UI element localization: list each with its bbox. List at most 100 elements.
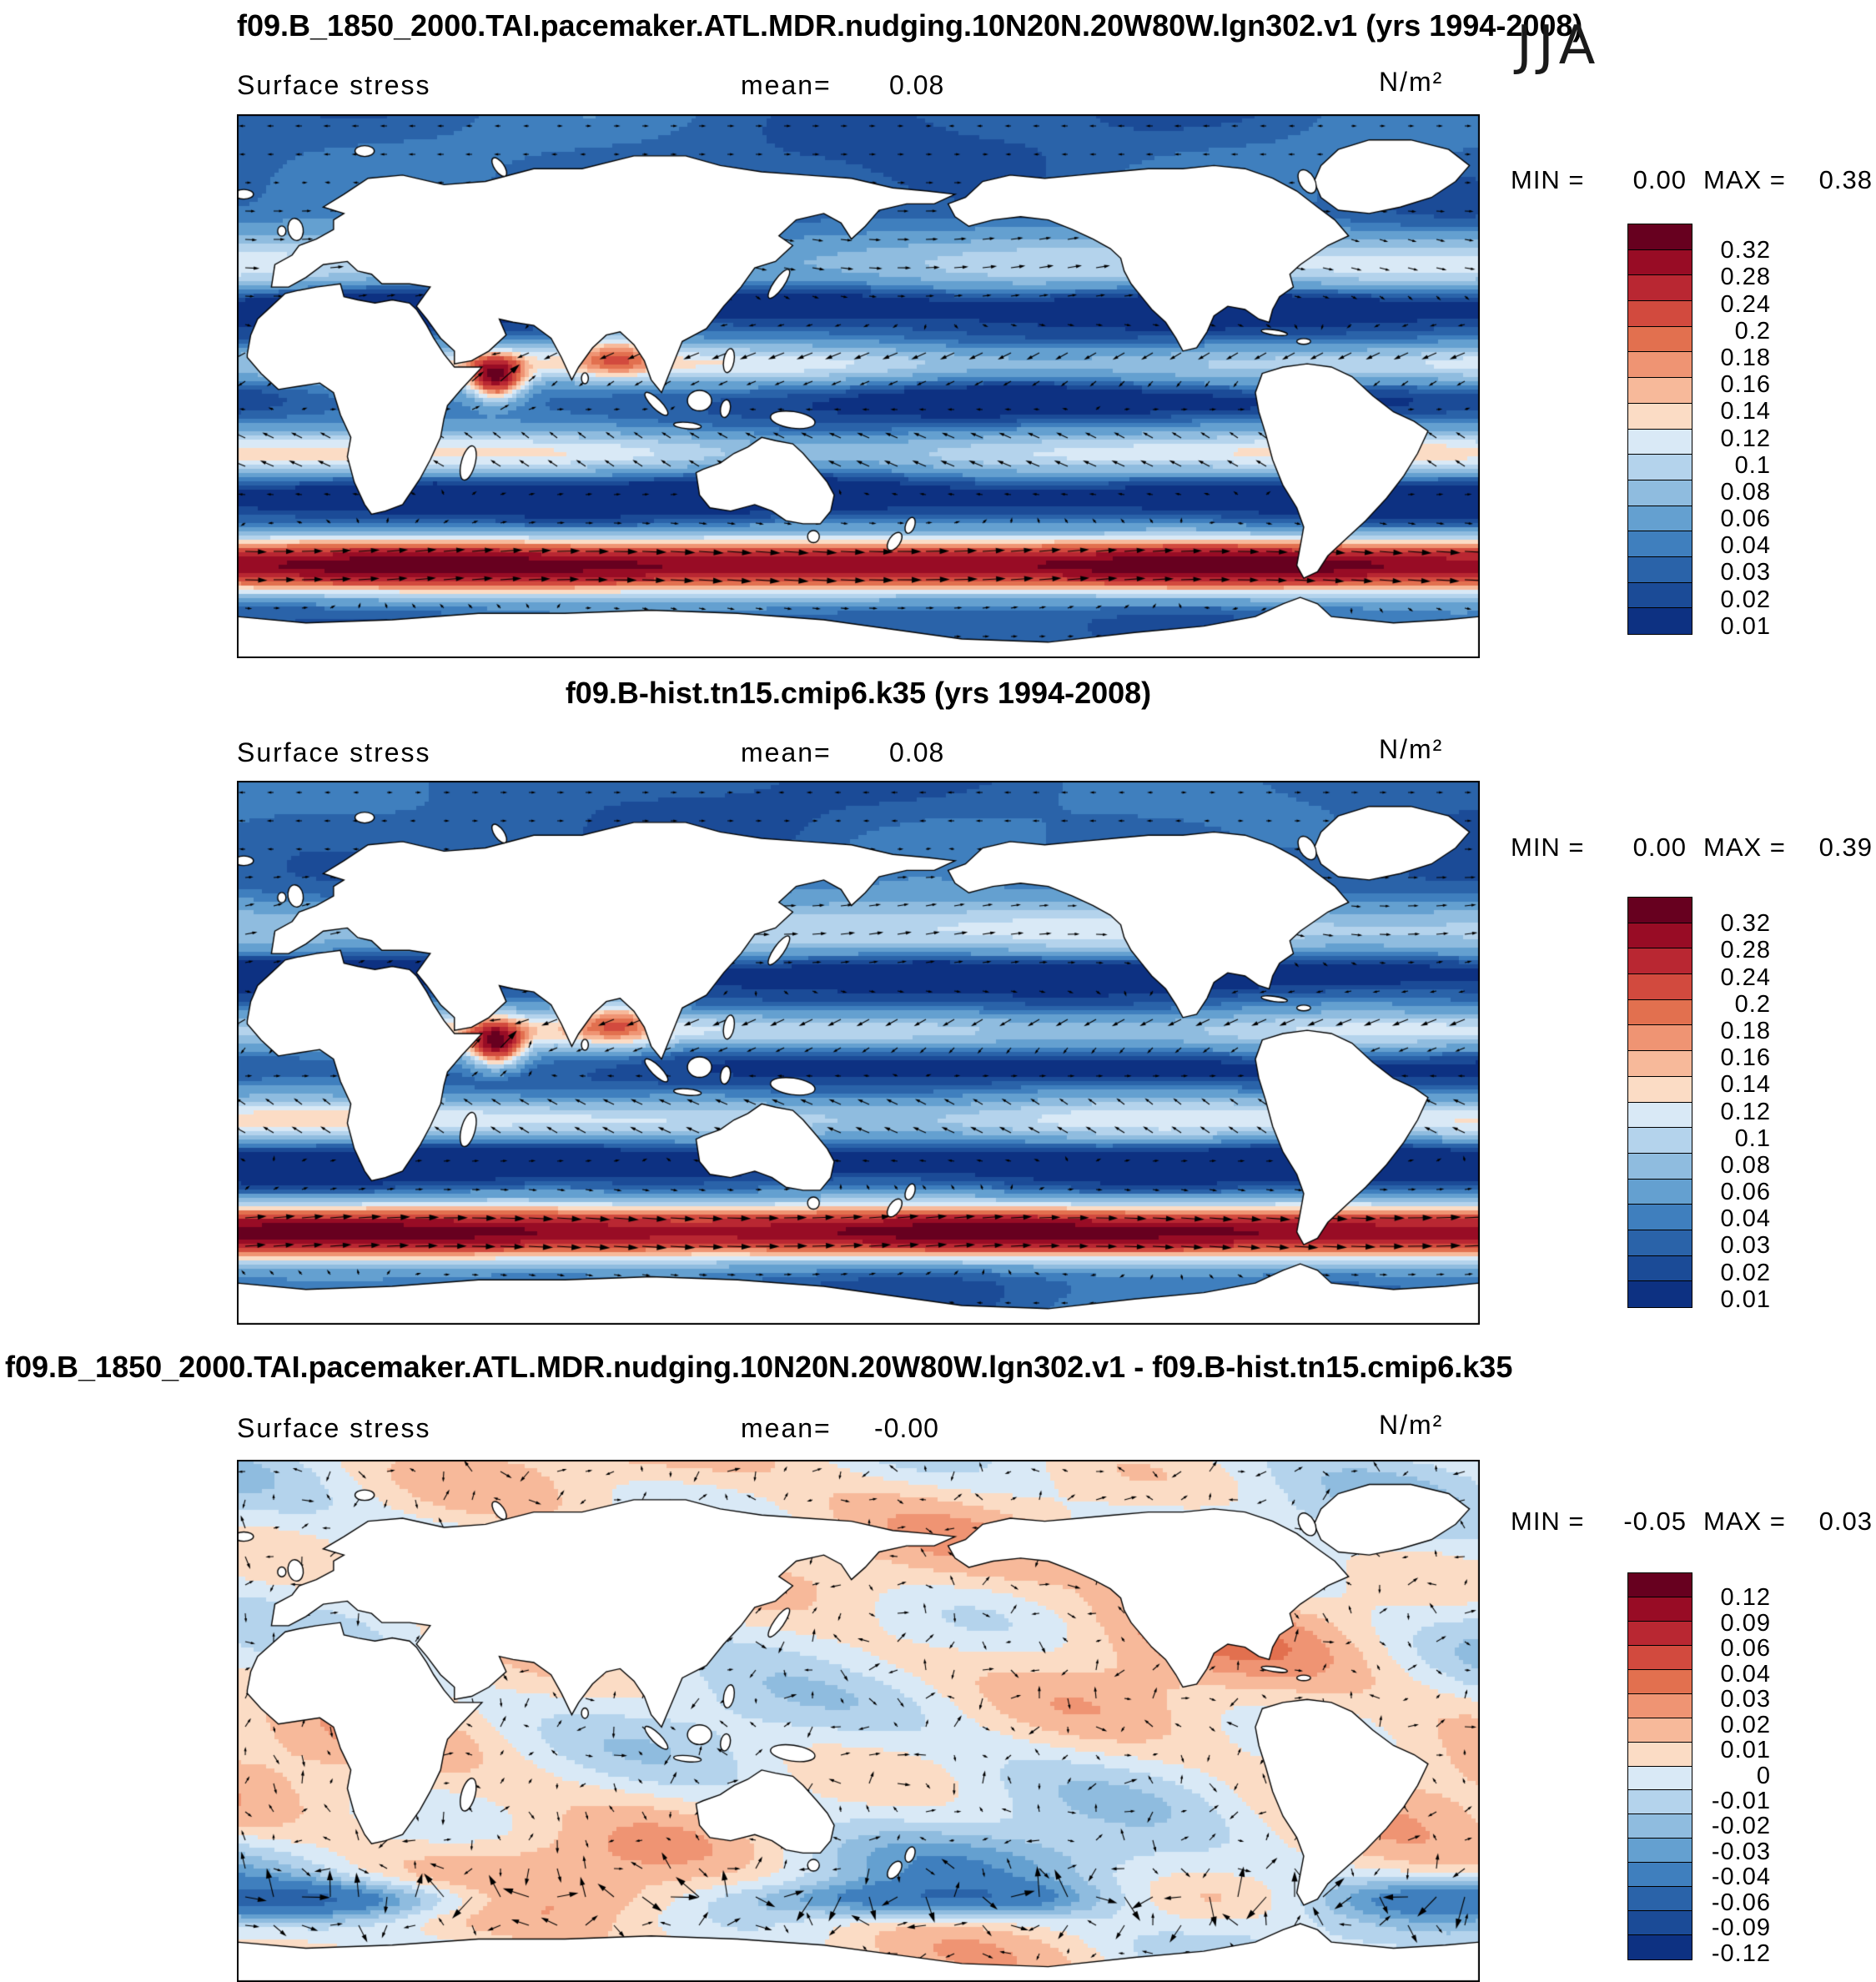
colorbar-tick-label: 0.03 xyxy=(1720,1686,1771,1713)
max-label: MAX = xyxy=(1703,833,1786,862)
colorbar-box xyxy=(1627,1596,1692,1622)
colorbar-tick-label: 0.12 xyxy=(1720,1584,1771,1612)
mean-value: 0.08 xyxy=(889,737,945,767)
colorbar-box xyxy=(1627,1178,1692,1205)
colorbar-tick-label: -0.09 xyxy=(1711,1914,1771,1942)
colorbar-box xyxy=(1627,274,1692,302)
colorbar-tick-label: -0.04 xyxy=(1711,1864,1771,1891)
colorbar-tick-label: 0.02 xyxy=(1720,586,1771,613)
colorbar-tick-label: 0.18 xyxy=(1720,1017,1771,1044)
colorbar-labels: 0.12 0.09 0.06 0.04 0.03 0.02 0.01 0 -0.01 -0.02-… xyxy=(1704,1572,1774,1979)
surface-stress-diff-map xyxy=(237,1460,1480,1982)
colorbar-tick-label: -0.02 xyxy=(1711,1813,1771,1840)
colorbar-box xyxy=(1627,1152,1692,1180)
unit-label: N/m² xyxy=(1379,1410,1444,1440)
colorbar-box xyxy=(1627,1572,1692,1598)
colorbar-box xyxy=(1627,1765,1692,1791)
colorbar-box xyxy=(1627,999,1692,1026)
colorbar-box xyxy=(1627,479,1692,507)
colorbar-tick-label: 0.01 xyxy=(1720,1285,1771,1313)
colorbar-tick-label: 0.32 xyxy=(1720,237,1771,264)
colorbar-box xyxy=(1627,1644,1692,1671)
colorbar-tick-label: 0.08 xyxy=(1720,1151,1771,1179)
colorbar-box xyxy=(1627,1229,1692,1257)
max-label: MAX = xyxy=(1703,165,1786,194)
colorbar-tick-label: 0.01 xyxy=(1720,1737,1771,1764)
colorbar-tick-label: 0.1 xyxy=(1734,1124,1771,1152)
colorbar-box xyxy=(1627,1789,1692,1815)
colorbar-tick-label: -0.12 xyxy=(1711,1939,1771,1967)
colorbar-box xyxy=(1627,556,1692,584)
colorbar-labels: 0.32 0.28 0.24 0.2 0.18 0.16 0.14 0.12 0.1 0.08 0.… xyxy=(1704,897,1774,1326)
min-label: MIN = xyxy=(1511,1507,1585,1536)
mean-label: mean= xyxy=(741,1413,832,1443)
colorbar-box xyxy=(1627,1620,1692,1647)
colorbar-box xyxy=(1627,1693,1692,1719)
panel-title: f09.B-hist.tn15.cmip6.k35 (yrs 1994-2008… xyxy=(565,676,1152,710)
colorbar-tick-label: 0.02 xyxy=(1720,1259,1771,1286)
colorbar-tick-label: 0.28 xyxy=(1720,264,1771,291)
colorbar-tick-label: 0.2 xyxy=(1734,990,1771,1018)
surface-stress-map-1 xyxy=(237,114,1480,658)
colorbar-box xyxy=(1627,249,1692,276)
colorbar-box xyxy=(1627,505,1692,532)
colorbar-tick-label: 0.06 xyxy=(1720,1635,1771,1663)
colorbar-tick-label: 0.24 xyxy=(1720,963,1771,991)
field-label: Surface stress xyxy=(237,737,431,767)
colorbar-box xyxy=(1627,897,1692,924)
colorbar-box xyxy=(1627,1127,1692,1154)
colorbar-tick-label: 0.32 xyxy=(1720,910,1771,938)
colorbar-tick-label: 0.04 xyxy=(1720,532,1771,560)
colorbar-box xyxy=(1627,402,1692,430)
mean-value: 0.08 xyxy=(889,70,945,100)
colorbar-box xyxy=(1627,1668,1692,1695)
colorbar-box xyxy=(1627,1280,1692,1308)
season-label: JJA xyxy=(1516,15,1602,77)
colorbar-tick-label: 0.14 xyxy=(1720,398,1771,425)
colorbar-box xyxy=(1627,1910,1692,1936)
max-value: 0.39 xyxy=(1818,833,1873,862)
colorbar-tick-label: 0.12 xyxy=(1720,425,1771,452)
colorbar-tick-label: 0.06 xyxy=(1720,1179,1771,1206)
colorbar-tick-label: 0 xyxy=(1756,1762,1771,1789)
colorbar-tick-label: 0.04 xyxy=(1720,1205,1771,1233)
colorbar-tick-label: 0.18 xyxy=(1720,344,1771,371)
colorbar-box xyxy=(1627,1101,1692,1129)
colorbar-box xyxy=(1627,1862,1692,1888)
colorbar-labels: 0.32 0.28 0.24 0.2 0.18 0.16 0.14 0.12 0.1 0.08 0.… xyxy=(1704,224,1774,653)
colorbar-tick-label: 0.14 xyxy=(1720,1071,1771,1099)
colorbar-tick-label: 0.12 xyxy=(1720,1098,1771,1125)
colorbar-box xyxy=(1627,948,1692,975)
colorbar-box xyxy=(1627,1838,1692,1864)
colorbar-box xyxy=(1627,224,1692,251)
colorbar-tick-label: 0.2 xyxy=(1734,317,1771,345)
colorbar-box xyxy=(1627,1024,1692,1052)
colorbar-box xyxy=(1627,1255,1692,1282)
colorbar xyxy=(1627,224,1692,653)
min-label: MIN = xyxy=(1511,165,1585,194)
mean-value: -0.00 xyxy=(874,1413,939,1443)
field-label: Surface stress xyxy=(237,70,431,100)
unit-label: N/m² xyxy=(1379,67,1444,97)
panel-title: f09.B_1850_2000.TAI.pacemaker.ATL.MDR.nu… xyxy=(237,8,1583,43)
min-value: -0.05 xyxy=(1623,1507,1687,1536)
colorbar-tick-label: 0.03 xyxy=(1720,559,1771,586)
colorbar-box xyxy=(1627,428,1692,455)
colorbar-tick-label: 0.06 xyxy=(1720,506,1771,533)
colorbar-box xyxy=(1627,1075,1692,1103)
colorbar-box xyxy=(1627,1934,1692,1960)
colorbar-box xyxy=(1627,1886,1692,1912)
colorbar-box xyxy=(1627,377,1692,405)
colorbar-tick-label: -0.01 xyxy=(1711,1787,1771,1814)
panel-title: f09.B_1850_2000.TAI.pacemaker.ATL.MDR.nu… xyxy=(5,1350,1513,1384)
colorbar-box xyxy=(1627,581,1692,609)
colorbar-tick-label: 0.02 xyxy=(1720,1711,1771,1738)
colorbar xyxy=(1627,1572,1692,1979)
colorbar-box xyxy=(1627,454,1692,481)
surface-stress-map-2 xyxy=(237,781,1480,1325)
colorbar-tick-label: 0.1 xyxy=(1734,451,1771,479)
colorbar-tick-label: -0.06 xyxy=(1711,1889,1771,1916)
colorbar-box xyxy=(1627,351,1692,379)
colorbar-box xyxy=(1627,973,1692,1001)
